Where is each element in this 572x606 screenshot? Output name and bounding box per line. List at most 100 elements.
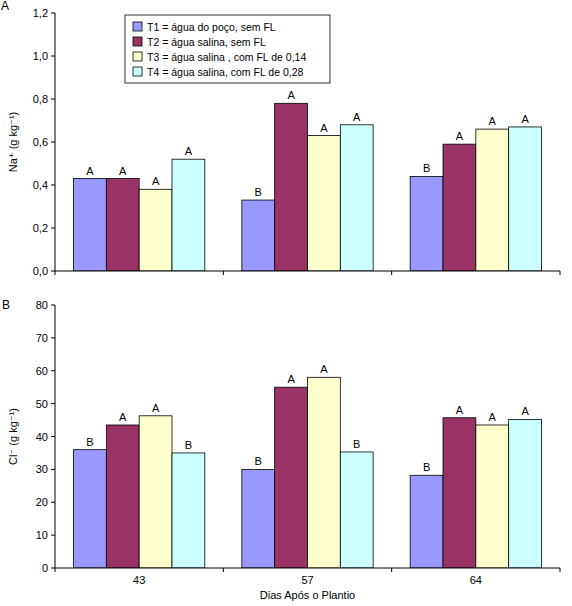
legend-label: T2 = água salina, sem FL [147,36,266,48]
y-tick-label: 0,4 [33,179,48,191]
significance-letter: A [86,165,94,177]
bar [106,179,139,271]
significance-letter: B [353,438,360,450]
bar [172,159,205,271]
x-tick [391,568,392,572]
y-tick-label: 1,2 [33,7,48,19]
significance-letter: A [456,130,464,142]
bar [308,136,341,271]
bar [139,416,172,568]
bar [509,127,542,271]
x-tick [560,271,561,275]
y-tick [51,56,55,57]
y-axis-label: Cl⁻ (g kg⁻¹) [7,408,19,465]
y-tick-label: 20 [36,496,48,508]
x-axis-label: Dias Após o Plantio [260,589,355,601]
y-tick-label: 0,8 [33,93,48,105]
y-tick-label: 50 [36,398,48,410]
significance-letter: A [320,122,328,134]
legend-swatch [133,37,142,46]
y-tick-label: 1,0 [33,50,48,62]
bar [443,418,476,568]
significance-letter: B [185,439,192,451]
legend-label: T1 = água do poço, sem FL [147,21,276,33]
bars [74,377,542,568]
bar [410,176,443,271]
bar [242,469,275,568]
x-tick [560,568,561,572]
bar [74,450,107,568]
significance-letter: B [86,436,93,448]
legend-swatch [133,52,142,61]
y-tick [51,370,55,371]
significance-letter: A [521,113,529,125]
y-tick [51,469,55,470]
y-tick-label: 60 [36,365,48,377]
y-tick [51,568,55,569]
bar [443,144,476,271]
bar [106,425,139,568]
y-tick [51,337,55,338]
legend: T1 = água do poço, sem FL T2 = água salin… [125,15,330,83]
y-tick-label: 80 [36,299,48,311]
legend-label: T4 = água salina, com FL de 0,28 [147,66,303,78]
y-tick [51,13,55,14]
bar [410,475,443,568]
x-tick-label: 57 [301,574,313,586]
panel-label: B [2,298,10,312]
significance-letter: A [456,404,464,416]
y-tick [51,185,55,186]
bar [340,452,373,568]
significance-letter: A [152,402,160,414]
significance-letter: B [255,455,262,467]
significance-letter: B [423,461,430,473]
bar [476,425,509,568]
significance-letter: B [255,186,262,198]
y-tick [51,403,55,404]
y-axis [55,305,56,568]
y-tick [51,99,55,100]
bar [509,419,542,568]
y-tick-label: 40 [36,431,48,443]
chart: B01020304050607080BBBAAAAAABBA435764Dias… [2,298,560,601]
figure: A0,00,20,40,60,81,01,2ABBAAAAAAAAANa⁺ (g… [0,0,572,606]
y-tick [51,142,55,143]
x-axis [55,271,560,272]
significance-letter: A [185,145,193,157]
bar [308,377,341,568]
significance-letter: B [423,162,430,174]
y-tick-label: 0,2 [33,222,48,234]
x-tick [55,568,56,572]
legend-swatch [133,22,142,31]
y-tick [51,502,55,503]
y-tick [51,228,55,229]
y-tick-label: 70 [36,332,48,344]
x-tick-label: 64 [470,574,482,586]
y-axis-label: Na⁺ (g kg⁻¹) [7,112,19,173]
bar [275,387,308,568]
bar [275,103,308,271]
bar [476,129,509,271]
y-tick-label: 10 [36,529,48,541]
bar [242,200,275,271]
legend-swatch [133,67,142,76]
y-tick [51,436,55,437]
y-axis [55,13,56,271]
y-tick [51,271,55,272]
significance-letter: A [489,115,497,127]
x-tick-label: 43 [133,574,145,586]
x-tick [223,568,224,572]
bar [340,125,373,271]
x-tick [55,271,56,275]
significance-letter: A [119,165,127,177]
x-tick [391,271,392,275]
significance-letter: A [320,363,328,375]
x-axis [55,568,560,569]
bar [74,179,107,271]
y-tick-label: 30 [36,463,48,475]
chart: A0,00,20,40,60,81,01,2ABBAAAAAAAAANa⁺ (g… [1,0,560,277]
y-tick-label: 0 [42,562,48,574]
bar [139,189,172,271]
bars [74,103,542,271]
legend-label: T3 = água salina , com FL de 0,14 [147,51,306,63]
